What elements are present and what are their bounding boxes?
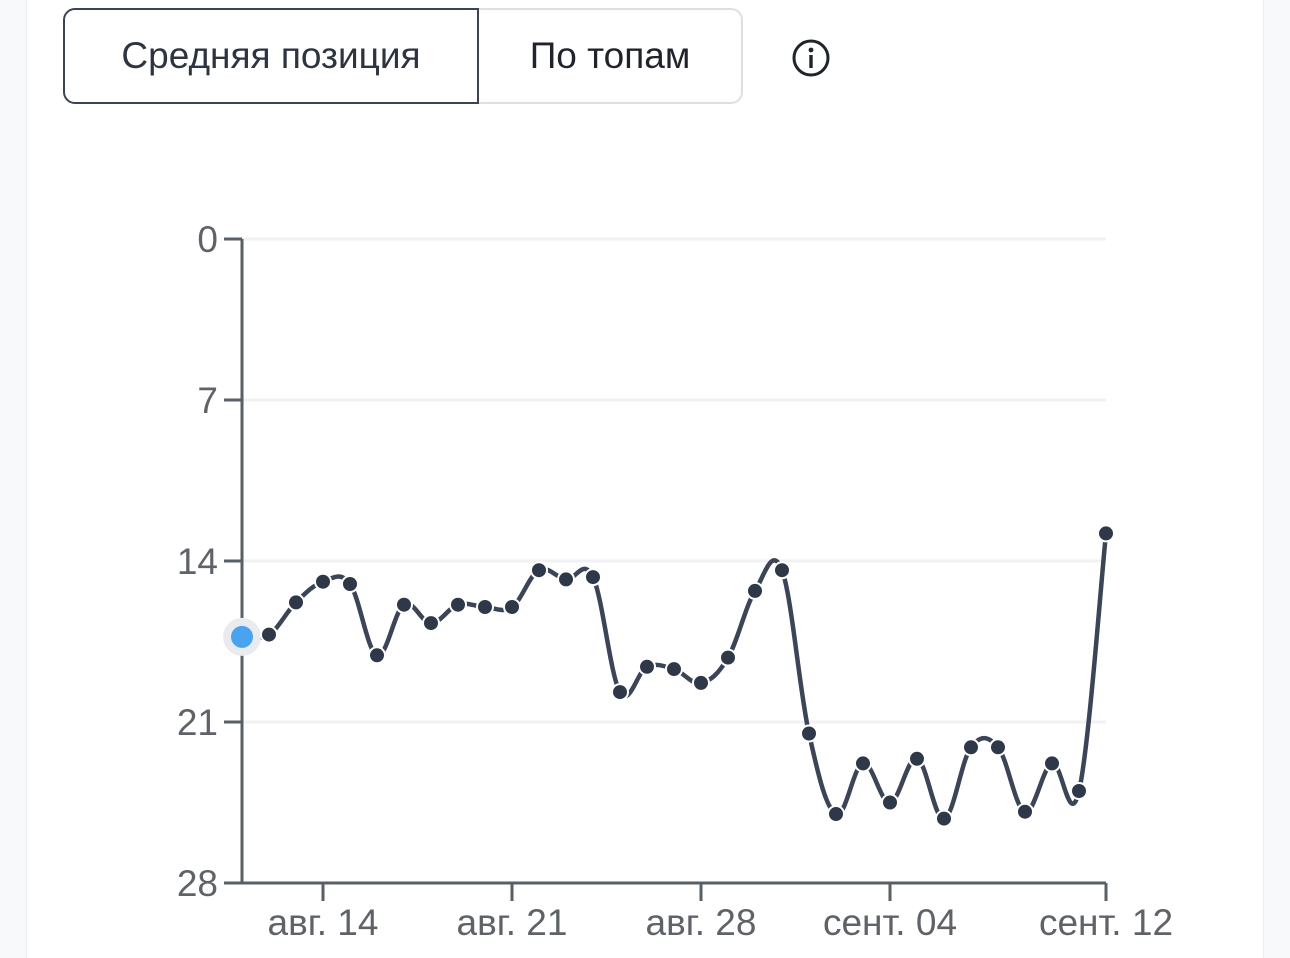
- y-tick-label: 7: [197, 380, 218, 421]
- series-position: [223, 524, 1115, 828]
- data-point[interactable]: [800, 724, 818, 743]
- data-point[interactable]: [962, 738, 980, 757]
- data-point[interactable]: [314, 572, 332, 591]
- x-tick-label: авг. 28: [646, 902, 757, 943]
- data-point[interactable]: [368, 646, 386, 665]
- data-point[interactable]: [1043, 754, 1061, 773]
- tick-labels: 0 7 14 21 28 авг. 14 авг. 21 авг. 28 сент. 04 сен…: [177, 219, 1173, 943]
- x-tick-label: авг. 14: [268, 902, 379, 943]
- by-tops-tab[interactable]: По топам: [479, 8, 743, 104]
- data-point[interactable]: [449, 595, 467, 614]
- data-point[interactable]: [989, 738, 1007, 757]
- data-point[interactable]: [719, 648, 737, 667]
- chart-card: [26, 0, 1264, 958]
- x-tick-label: сент. 04: [823, 902, 957, 943]
- data-point[interactable]: [692, 673, 710, 692]
- data-point[interactable]: [395, 595, 413, 614]
- grid-lines: [242, 237, 1106, 885]
- data-point[interactable]: [557, 570, 575, 589]
- data-point[interactable]: [287, 593, 305, 612]
- data-point[interactable]: [260, 625, 278, 644]
- data-point[interactable]: [422, 614, 440, 633]
- metric-toggle: Средняя позиция По топам: [63, 8, 743, 104]
- data-point[interactable]: [341, 575, 359, 593]
- data-point[interactable]: [908, 749, 926, 768]
- average-position-tab[interactable]: Средняя позиция: [63, 8, 479, 104]
- data-point[interactable]: [476, 598, 494, 616]
- data-point[interactable]: [881, 793, 899, 812]
- data-point[interactable]: [773, 561, 791, 580]
- data-point-highlighted[interactable]: [231, 625, 253, 648]
- data-point[interactable]: [1097, 524, 1115, 543]
- data-point[interactable]: [665, 660, 683, 679]
- y-tick-label: 21: [177, 702, 218, 743]
- data-point[interactable]: [746, 581, 764, 600]
- axes: [224, 237, 1108, 901]
- data-point[interactable]: [530, 561, 548, 580]
- info-icon[interactable]: [791, 38, 831, 78]
- data-point[interactable]: [935, 809, 953, 828]
- y-tick-label: 28: [177, 863, 218, 904]
- data-point[interactable]: [584, 568, 602, 587]
- y-tick-label: 14: [177, 541, 218, 582]
- data-point[interactable]: [611, 683, 629, 702]
- data-point[interactable]: [827, 805, 845, 823]
- data-point[interactable]: [1016, 802, 1034, 821]
- data-point[interactable]: [854, 754, 872, 773]
- data-point[interactable]: [1070, 782, 1088, 800]
- data-point[interactable]: [638, 657, 656, 676]
- x-tick-label: сент. 12: [1039, 902, 1173, 943]
- x-tick-label: авг. 21: [457, 902, 568, 943]
- y-tick-label: 0: [197, 219, 218, 260]
- data-point[interactable]: [503, 598, 521, 616]
